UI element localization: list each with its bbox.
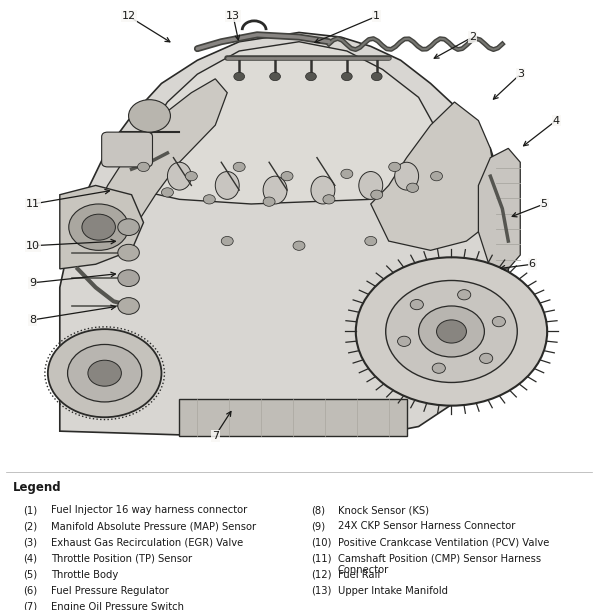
Circle shape [419, 306, 484, 357]
Text: 12: 12 [121, 11, 136, 21]
Circle shape [270, 73, 280, 81]
Ellipse shape [167, 162, 191, 190]
Circle shape [371, 73, 382, 81]
Text: 10: 10 [26, 241, 40, 251]
Circle shape [263, 197, 275, 206]
Circle shape [323, 195, 335, 204]
Circle shape [365, 237, 377, 246]
Text: Exhaust Gas Recirculation (EGR) Valve: Exhaust Gas Recirculation (EGR) Valve [51, 537, 243, 547]
Circle shape [233, 162, 245, 171]
Text: 1: 1 [373, 11, 380, 21]
Circle shape [386, 281, 517, 382]
Text: 4: 4 [553, 115, 560, 126]
Circle shape [118, 270, 139, 287]
Text: 7: 7 [212, 431, 219, 441]
Text: (5): (5) [23, 570, 37, 580]
Ellipse shape [311, 176, 335, 204]
Ellipse shape [395, 162, 419, 190]
Ellipse shape [263, 176, 287, 204]
Text: (11): (11) [311, 553, 331, 564]
Ellipse shape [359, 171, 383, 199]
Circle shape [398, 336, 411, 346]
Text: Engine Oil Pressure Switch: Engine Oil Pressure Switch [51, 601, 184, 610]
Text: (4): (4) [23, 553, 36, 564]
Text: (6): (6) [23, 586, 37, 595]
Circle shape [306, 73, 316, 81]
Circle shape [118, 219, 139, 235]
Text: Positive Crankcase Ventilation (PCV) Valve: Positive Crankcase Ventilation (PCV) Val… [338, 537, 549, 547]
Circle shape [68, 345, 142, 402]
Text: (10): (10) [311, 537, 331, 547]
Circle shape [457, 290, 471, 300]
Text: Fuel Injector 16 way harness connector: Fuel Injector 16 way harness connector [51, 505, 247, 515]
Circle shape [492, 317, 505, 327]
Circle shape [203, 195, 215, 204]
Circle shape [356, 257, 547, 406]
Text: (3): (3) [23, 537, 36, 547]
Circle shape [82, 214, 115, 240]
Text: 24X CKP Sensor Harness Connector: 24X CKP Sensor Harness Connector [338, 522, 515, 531]
Text: Legend: Legend [13, 481, 62, 494]
Text: Camshaft Position (CMP) Sensor Harness
Connector: Camshaft Position (CMP) Sensor Harness C… [338, 553, 541, 575]
Polygon shape [371, 102, 496, 250]
Circle shape [407, 183, 419, 192]
Text: 9: 9 [29, 278, 36, 288]
Circle shape [118, 298, 139, 314]
Circle shape [48, 329, 161, 417]
Text: Throttle Body: Throttle Body [51, 570, 118, 580]
Text: Throttle Position (TP) Sensor: Throttle Position (TP) Sensor [51, 553, 192, 564]
Circle shape [281, 171, 293, 181]
Circle shape [88, 361, 121, 386]
Circle shape [437, 320, 466, 343]
Text: Fuel Pressure Regulator: Fuel Pressure Regulator [51, 586, 169, 595]
Polygon shape [60, 185, 144, 269]
Text: 5: 5 [541, 199, 548, 209]
Polygon shape [478, 148, 520, 269]
Text: Knock Sensor (KS): Knock Sensor (KS) [338, 505, 429, 515]
Text: 11: 11 [26, 199, 40, 209]
Text: 2: 2 [469, 32, 476, 42]
Text: (12): (12) [311, 570, 331, 580]
Text: (7): (7) [23, 601, 37, 610]
Circle shape [389, 162, 401, 171]
Text: (13): (13) [311, 586, 331, 595]
Text: Fuel Rail: Fuel Rail [338, 570, 380, 580]
Circle shape [410, 300, 423, 310]
Circle shape [185, 171, 197, 181]
Circle shape [129, 99, 170, 132]
Circle shape [431, 171, 443, 181]
Polygon shape [132, 41, 437, 204]
Polygon shape [90, 79, 227, 246]
Circle shape [138, 162, 150, 171]
Circle shape [69, 204, 129, 250]
Text: Upper Intake Manifold: Upper Intake Manifold [338, 586, 448, 595]
Text: 8: 8 [29, 315, 36, 325]
Circle shape [341, 73, 352, 81]
Polygon shape [179, 399, 407, 436]
Circle shape [432, 363, 446, 373]
FancyBboxPatch shape [102, 132, 152, 167]
Circle shape [341, 169, 353, 179]
Circle shape [293, 241, 305, 250]
Text: 3: 3 [517, 69, 524, 79]
Text: (8): (8) [311, 505, 325, 515]
Text: (2): (2) [23, 522, 37, 531]
Text: 6: 6 [529, 259, 536, 269]
Text: Manifold Absolute Pressure (MAP) Sensor: Manifold Absolute Pressure (MAP) Sensor [51, 522, 256, 531]
Circle shape [221, 237, 233, 246]
Text: (9): (9) [311, 522, 325, 531]
Circle shape [118, 245, 139, 261]
Circle shape [234, 73, 245, 81]
Circle shape [371, 190, 383, 199]
Circle shape [161, 188, 173, 197]
Ellipse shape [215, 171, 239, 199]
Text: 13: 13 [226, 11, 240, 21]
Circle shape [480, 353, 493, 364]
Text: (1): (1) [23, 505, 37, 515]
Polygon shape [60, 32, 508, 436]
